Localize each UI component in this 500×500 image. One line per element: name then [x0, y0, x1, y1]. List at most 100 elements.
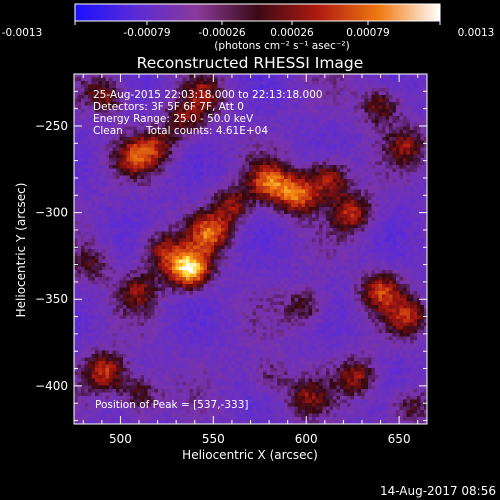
heatmap-cell	[245, 88, 250, 92]
heatmap-cell	[77, 235, 82, 239]
heatmap-cell	[123, 77, 127, 82]
heatmap-cell	[98, 112, 103, 117]
heatmap-cell	[375, 88, 379, 92]
heatmap-cell	[116, 105, 120, 110]
heatmap-cell	[168, 186, 173, 190]
heatmap-cell	[165, 182, 169, 187]
heatmap-cell	[238, 98, 243, 103]
heatmap-cell	[315, 242, 320, 246]
heatmap-cell	[95, 98, 99, 103]
heatmap-cell	[424, 238, 427, 243]
heatmap-cell	[84, 172, 89, 176]
heatmap-cell	[357, 210, 362, 215]
heatmap-cell	[126, 133, 131, 138]
heatmap-cell	[424, 196, 427, 201]
heatmap-cell	[221, 147, 225, 152]
heatmap-cell	[361, 116, 365, 120]
heatmap-cell	[252, 235, 257, 239]
heatmap-cell	[228, 228, 232, 232]
heatmap-cell	[95, 95, 99, 99]
heatmap-cell	[88, 245, 92, 250]
heatmap-cell	[256, 203, 260, 208]
heatmap-cell	[172, 221, 176, 225]
heatmap-cell	[207, 137, 211, 141]
heatmap-cell	[140, 112, 145, 117]
heatmap-cell	[123, 140, 127, 145]
heatmap-cell	[144, 105, 148, 110]
heatmap-cell	[147, 228, 152, 232]
heatmap-cell	[238, 203, 243, 208]
heatmap-cell	[168, 158, 173, 162]
heatmap-cell	[298, 91, 302, 96]
heatmap-cell	[333, 84, 337, 89]
heatmap-cell	[424, 189, 427, 194]
heatmap-cell	[280, 158, 285, 162]
heatmap-cell	[193, 88, 197, 92]
heatmap-cell	[371, 165, 376, 169]
heatmap-cell	[326, 88, 330, 92]
heatmap-cell	[182, 214, 187, 218]
heatmap-cell	[238, 189, 243, 194]
heatmap-cell	[410, 214, 414, 218]
heatmap-cell	[119, 123, 124, 127]
heatmap-cell	[182, 74, 187, 78]
heatmap-cell	[305, 130, 309, 134]
heatmap-cell	[119, 119, 124, 124]
heatmap-cell	[403, 133, 407, 138]
heatmap-cell	[266, 126, 271, 131]
heatmap-cell	[270, 196, 274, 201]
heatmap-cell	[200, 105, 204, 110]
heatmap-cell	[284, 77, 288, 82]
heatmap-cell	[245, 81, 250, 85]
heatmap-cell	[403, 200, 407, 204]
heatmap-cell	[105, 147, 110, 152]
heatmap-cell	[368, 105, 372, 110]
heatmap-cell	[301, 130, 306, 134]
heatmap-cell	[242, 238, 246, 243]
heatmap-cell	[189, 168, 194, 173]
heatmap-cell	[368, 196, 372, 201]
heatmap-cell	[301, 88, 306, 92]
heatmap-cell	[133, 95, 138, 99]
heatmap-cell	[242, 193, 246, 197]
heatmap-cell	[371, 182, 376, 187]
heatmap-cell	[119, 144, 124, 148]
heatmap-cell	[403, 217, 407, 222]
heatmap-cell	[151, 217, 155, 222]
heatmap-cell	[151, 112, 155, 117]
heatmap-cell	[252, 231, 257, 236]
heatmap-cell	[196, 182, 201, 187]
heatmap-cell	[165, 147, 169, 152]
heatmap-cell	[182, 200, 187, 204]
heatmap-cell	[417, 182, 421, 187]
heatmap-cell	[147, 179, 152, 183]
heatmap-cell	[130, 98, 134, 103]
heatmap-cell	[179, 151, 183, 155]
heatmap-cell	[315, 203, 320, 208]
heatmap-cell	[161, 158, 166, 162]
heatmap-cell	[105, 81, 110, 85]
heatmap-cell	[312, 203, 316, 208]
heatmap-cell	[214, 144, 218, 148]
heatmap-cell	[249, 109, 253, 113]
heatmap-cell	[112, 109, 117, 113]
heatmap-cell	[228, 203, 232, 208]
heatmap-cell	[109, 196, 113, 201]
heatmap-cell	[91, 203, 96, 208]
heatmap-cell	[147, 137, 152, 141]
heatmap-cell	[322, 144, 327, 148]
heatmap-cell	[81, 242, 85, 246]
heatmap-cell	[221, 112, 225, 117]
heatmap-cell	[354, 116, 358, 120]
heatmap-cell	[277, 140, 281, 145]
heatmap-cell	[263, 165, 267, 169]
heatmap-cell	[210, 130, 215, 134]
heatmap-cell	[224, 224, 229, 229]
heatmap-cell	[224, 81, 229, 85]
heatmap-cell	[392, 179, 397, 183]
heatmap-cell	[392, 77, 397, 82]
colorbar-tick-label: -0.0013	[2, 27, 43, 39]
heatmap-cell	[175, 182, 180, 187]
heatmap-cell	[424, 126, 427, 131]
heatmap-cell	[224, 147, 229, 152]
